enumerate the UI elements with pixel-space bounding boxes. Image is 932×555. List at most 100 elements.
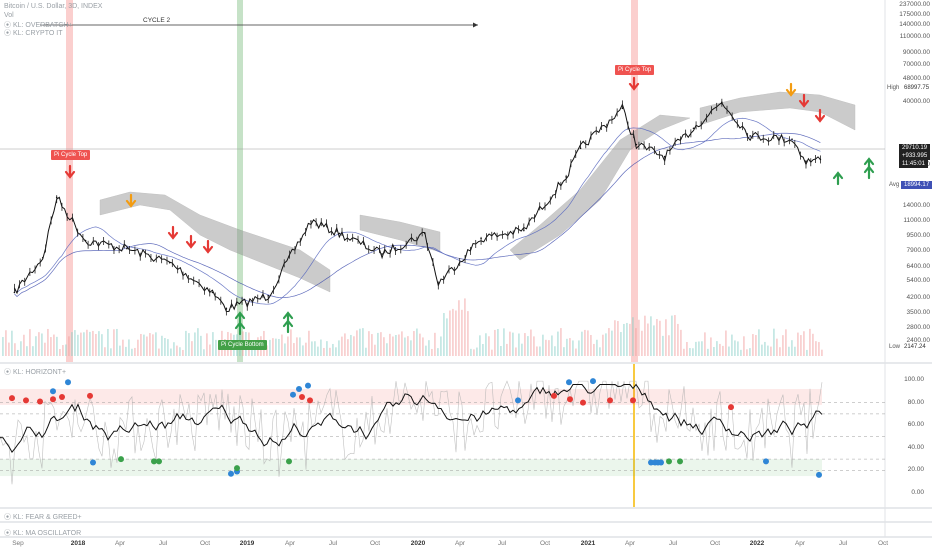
volume-bar — [461, 309, 463, 356]
volume-bar — [509, 331, 511, 356]
signal-dot — [307, 397, 313, 404]
signal-dot — [50, 396, 56, 403]
volume-bar — [818, 342, 820, 356]
time-tick-label: Apr — [284, 540, 296, 547]
volume-bar — [275, 338, 277, 356]
oscillator-ghost-line — [0, 380, 823, 485]
indicator-label-2: ⦿ KL: CRYPTO IT — [4, 30, 63, 37]
signal-dot — [290, 391, 296, 398]
oscillator-tick-label: 20.00 — [907, 466, 924, 474]
volume-bar — [176, 345, 178, 356]
volume-bar — [722, 345, 724, 356]
volume-bar — [764, 341, 766, 356]
volume-bar — [197, 328, 199, 356]
price-tick-label: 9500.00 — [906, 232, 931, 239]
volume-bar — [59, 349, 61, 356]
price-tick-label: 6400.00 — [906, 263, 931, 270]
signal-dot — [666, 458, 672, 465]
volume-bar — [572, 340, 574, 356]
price-tick-label: 3500.00 — [906, 309, 931, 316]
signal-dot — [23, 397, 29, 404]
volume-bar — [758, 329, 760, 356]
signal-dot — [299, 393, 305, 400]
time-tick-label: Oct — [877, 540, 889, 547]
volume-bar — [716, 341, 718, 356]
time-tick-label: Apr — [454, 540, 466, 547]
volume-bar — [506, 343, 508, 356]
price-point — [621, 107, 624, 110]
volume-bar — [563, 347, 565, 356]
volume-bar — [167, 339, 169, 356]
volume-bar — [515, 347, 517, 356]
oscillator-tick-label: 40.00 — [907, 443, 924, 451]
volume-bar — [200, 335, 202, 356]
volume-bar — [410, 340, 412, 356]
signal-dot — [515, 397, 521, 404]
volume-bar — [560, 328, 562, 356]
volume-bar — [104, 347, 106, 356]
volume-bar — [692, 348, 694, 356]
volume-bar — [500, 346, 502, 356]
volume-bar — [728, 346, 730, 356]
price-point — [424, 232, 426, 235]
volume-bar — [116, 328, 118, 356]
time-tick-label: 2019 — [239, 540, 255, 547]
volume-bar — [770, 346, 772, 356]
down-arrow-red — [64, 164, 76, 179]
price-tick-label: 140000.00 — [899, 21, 930, 28]
volume-bar — [626, 322, 628, 356]
volume-bar — [539, 346, 541, 356]
volume-bar — [101, 334, 103, 356]
volume-bar — [536, 346, 538, 356]
price-point — [225, 308, 228, 310]
time-tick-label: Apr — [114, 540, 126, 547]
volume-bar — [413, 331, 415, 356]
volume-bar — [353, 336, 355, 356]
volume-bar — [380, 332, 382, 356]
volume-bar — [566, 338, 568, 356]
up-arrow-green — [234, 321, 246, 336]
volume-bar — [107, 328, 109, 356]
volume-bar — [752, 334, 754, 356]
volume-bar — [593, 343, 595, 356]
volume-bar — [95, 334, 97, 356]
volume-bar — [254, 345, 256, 356]
volume-bar — [740, 349, 742, 356]
volume-bar — [464, 298, 466, 356]
volume-bar — [41, 333, 43, 356]
volume-bar — [734, 340, 736, 356]
volume-bar — [77, 334, 79, 356]
price-tick-label: 48000.00 — [902, 75, 930, 82]
price-tick-label: 90000.00 — [902, 49, 930, 56]
volume-bar — [800, 335, 802, 356]
volume-bar — [773, 328, 775, 356]
volume-bar — [47, 328, 49, 356]
volume-bar — [158, 348, 160, 356]
signal-dot — [65, 379, 71, 386]
volume-bar — [698, 341, 700, 356]
volume-bar — [161, 335, 163, 356]
volume-bar — [623, 323, 625, 356]
volume-bar — [782, 335, 784, 356]
price-point — [41, 256, 44, 259]
time-tick-label: Sep — [12, 540, 24, 547]
volume-bar — [761, 344, 763, 356]
oscillator-tick-label: 80.00 — [907, 398, 924, 406]
volume-bar — [437, 348, 439, 356]
volume-bar — [272, 338, 274, 356]
volume-bar — [470, 348, 472, 356]
volume-bar — [809, 328, 811, 356]
volume-bar — [458, 300, 460, 356]
volume-bar — [122, 339, 124, 356]
volume-bar — [314, 341, 316, 356]
volume-bar — [503, 328, 505, 356]
price-tick-label: 2400.00 — [906, 337, 931, 344]
current-change-box: +933.995 — [899, 152, 931, 160]
volume-bar — [671, 315, 673, 356]
volume-bar — [476, 347, 478, 356]
volume-bar — [5, 330, 7, 356]
volume-bar — [14, 343, 16, 356]
signal-dot — [9, 395, 15, 402]
volume-bar — [440, 336, 442, 356]
volume-bar — [575, 348, 577, 356]
